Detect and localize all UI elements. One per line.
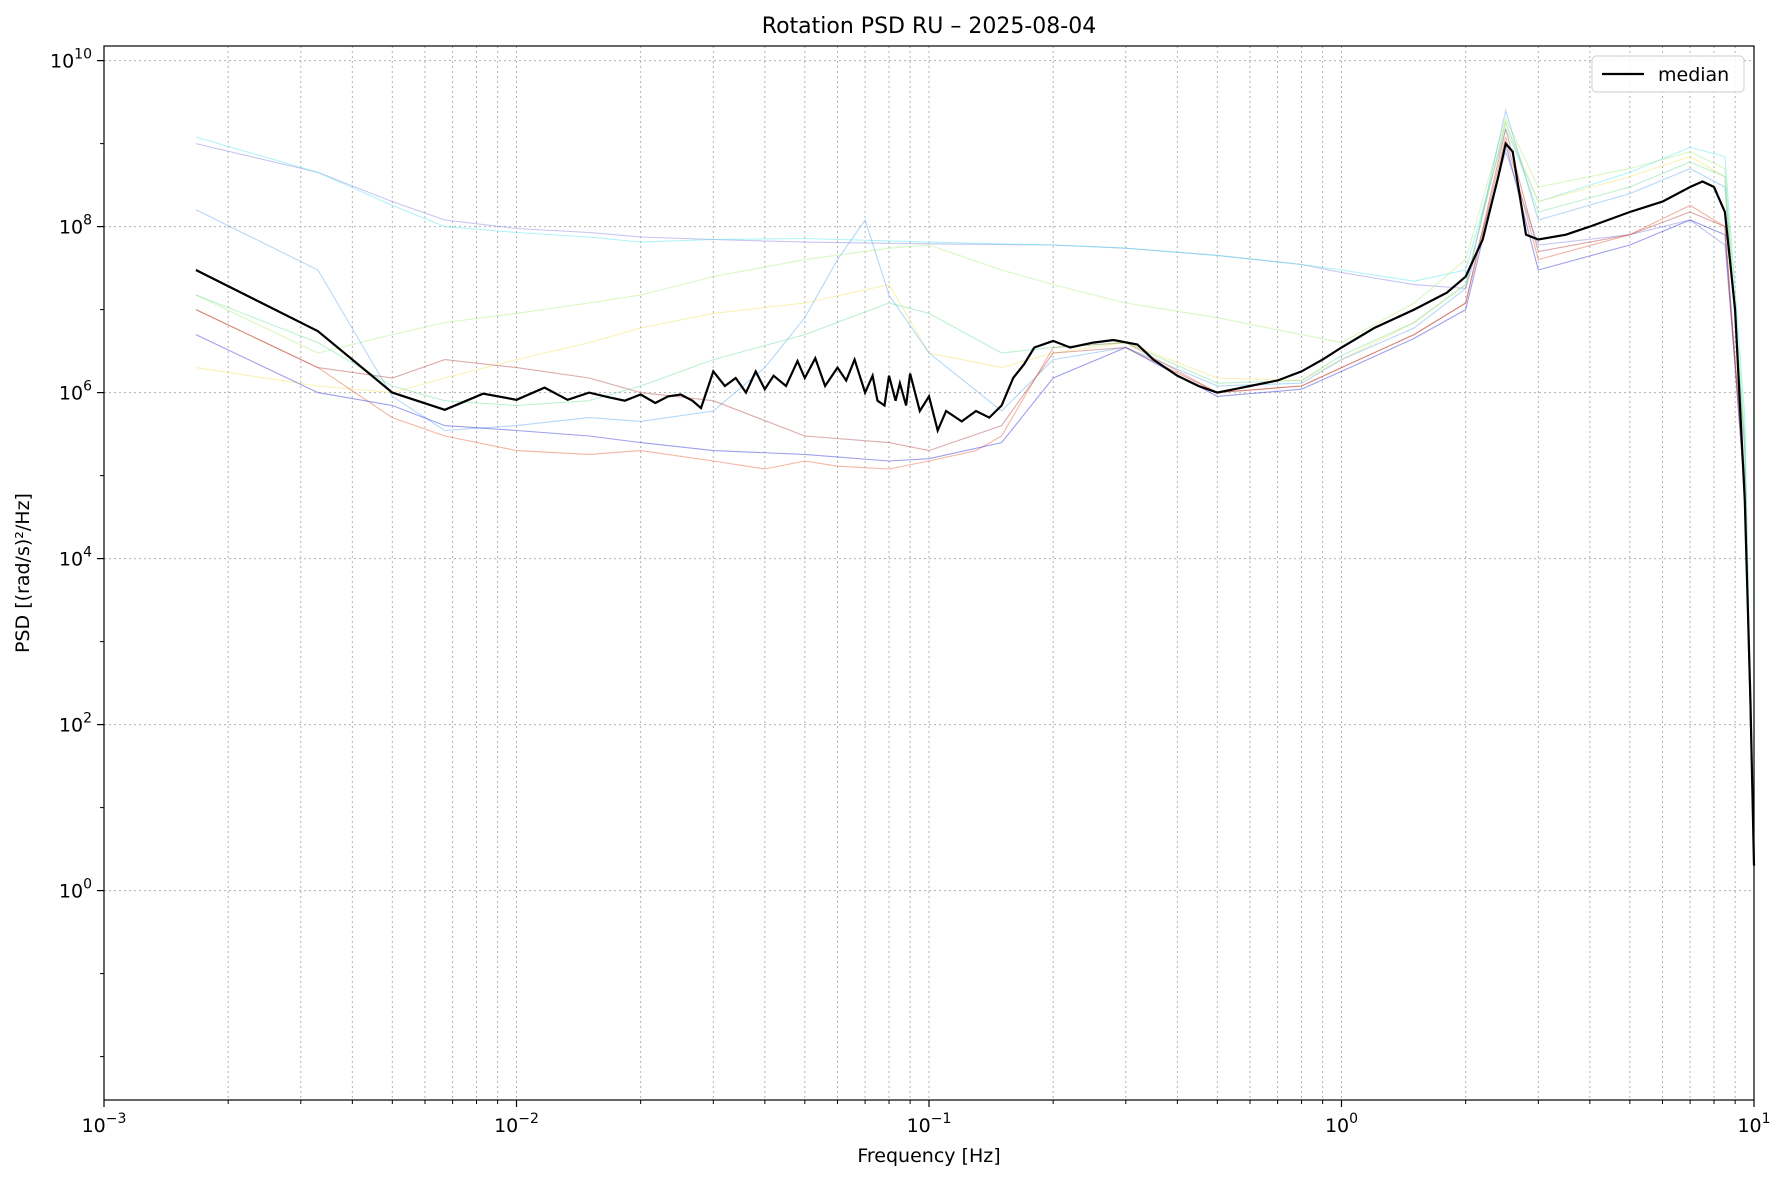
psd-trace-line: [195, 120, 1755, 866]
psd-trace-line: [195, 143, 1755, 866]
x-tick-label: 10−1: [907, 1111, 952, 1137]
median-series-line: [195, 141, 1756, 866]
chart-title: Rotation PSD RU – 2025-08-04: [762, 14, 1096, 39]
median-series-group: [195, 141, 1756, 866]
legend: median: [1591, 55, 1745, 93]
trace-series-group: [195, 108, 1755, 866]
psd-trace-line: [195, 136, 1755, 866]
axis-ticks: 10−3 10−2 10−1 100 101 100 102 104 106 108 1010: [50, 47, 1771, 1137]
x-axis-label: Frequency [Hz]: [857, 1145, 1000, 1167]
x-tick-label: 10−2: [494, 1111, 539, 1137]
x-tick-label: 101: [1737, 1111, 1770, 1137]
psd-trace-line: [195, 120, 1755, 866]
psd-trace-line: [195, 117, 1755, 866]
y-axis-label: PSD [(rad/s)²/Hz]: [12, 493, 34, 653]
y-tick-label: 1010: [50, 47, 92, 73]
psd-trace-line: [195, 128, 1755, 866]
legend-box: [1591, 55, 1745, 93]
y-tick-label: 102: [59, 711, 92, 737]
y-tick-label: 100: [59, 877, 92, 903]
x-tick-label: 10−3: [82, 1111, 127, 1137]
psd-trace-line: [195, 143, 1755, 866]
x-tick-label: 100: [1325, 1111, 1358, 1137]
y-tick-label: 104: [59, 545, 92, 571]
legend-median-label: median: [1658, 64, 1729, 86]
psd-trace-line: [195, 108, 1755, 866]
y-tick-label: 108: [59, 213, 92, 239]
psd-trace-line: [195, 127, 1755, 866]
y-tick-label: 106: [59, 379, 92, 405]
